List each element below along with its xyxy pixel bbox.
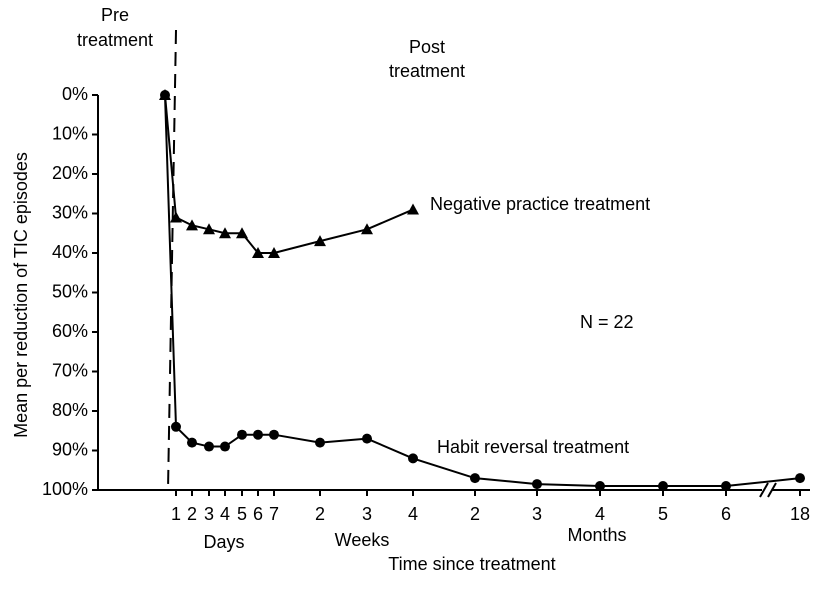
point (470, 473, 480, 484)
x-tick-label: 4 (220, 504, 230, 524)
x-tick-label: 7 (269, 504, 279, 524)
x-tick-label: 3 (362, 504, 372, 524)
x-group-label: Days (203, 532, 244, 552)
point (236, 227, 248, 239)
x-tick-label: 3 (532, 504, 542, 524)
y-axis-label: Mean per reduction of TIC episodes (11, 152, 31, 438)
y-tick-label: 30% (52, 202, 88, 222)
point (721, 481, 731, 492)
point (187, 437, 197, 448)
annotation: N = 22 (580, 312, 634, 332)
series-line (164, 94, 801, 488)
point (407, 203, 419, 215)
x-tick-label: 2 (470, 504, 480, 524)
y-tick-label: 90% (52, 439, 88, 459)
point (595, 481, 605, 492)
x-group-label: Weeks (335, 530, 390, 550)
point (252, 247, 264, 258)
x-tick-label: 4 (408, 504, 418, 524)
point (532, 479, 542, 490)
annotation: treatment (77, 30, 153, 50)
point (408, 453, 418, 464)
point (160, 90, 170, 100)
point (170, 211, 182, 223)
series-label: Negative practice treatment (430, 194, 650, 214)
axis-break (759, 482, 769, 498)
point (220, 441, 230, 452)
point (186, 219, 198, 231)
point (268, 247, 280, 258)
point (361, 223, 373, 235)
x-tick-label: 2 (187, 504, 197, 524)
x-group-label: Months (567, 525, 626, 545)
point (269, 429, 279, 440)
y-tick-label: 80% (52, 400, 88, 420)
y-tick-label: 10% (52, 123, 88, 143)
x-tick-label: 2 (315, 504, 325, 524)
y-tick-label: 50% (52, 281, 88, 301)
x-axis-label: Time since treatment (388, 554, 555, 574)
x-tick-label: 5 (237, 504, 247, 524)
treatment-divider (167, 29, 177, 491)
axis-break (767, 482, 777, 498)
point (171, 421, 181, 432)
x-tick-label: 6 (253, 504, 263, 524)
series-label: Habit reversal treatment (437, 437, 629, 457)
point (203, 223, 215, 235)
point (658, 481, 668, 492)
point (204, 441, 214, 452)
y-tick-label: 60% (52, 321, 88, 341)
x-tick-label: 3 (204, 504, 214, 524)
point (362, 433, 372, 444)
series-line (164, 94, 414, 254)
annotation: treatment (389, 61, 465, 81)
point (315, 437, 325, 448)
x-tick-label: 18 (790, 504, 810, 524)
point (253, 429, 263, 440)
y-tick-label: 0% (62, 84, 88, 104)
point (237, 429, 247, 440)
annotation: Pre (101, 5, 129, 25)
point (314, 235, 326, 247)
y-tick-label: 20% (52, 163, 88, 183)
y-tick-label: 40% (52, 242, 88, 262)
point (219, 227, 231, 239)
y-tick-label: 70% (52, 360, 88, 380)
x-tick-label: 6 (721, 504, 731, 524)
point (795, 473, 805, 484)
x-tick-label: 5 (658, 504, 668, 524)
x-tick-label: 1 (171, 504, 181, 524)
y-tick-label: 100% (42, 479, 88, 499)
x-tick-label: 4 (595, 504, 605, 524)
annotation: Post (409, 37, 445, 57)
